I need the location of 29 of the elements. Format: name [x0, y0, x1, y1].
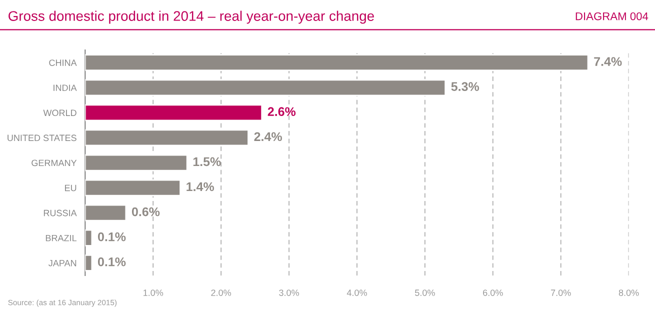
x-tick-label: 6.0%	[483, 290, 503, 296]
y-tick-label: WORLD	[43, 110, 76, 116]
data-label: 5.3%	[451, 82, 480, 92]
y-tick-label: JAPAN	[48, 260, 76, 266]
x-tick-label: 1.0%	[144, 290, 164, 296]
x-tick-label: 7.0%	[551, 290, 571, 296]
data-label: 7.4%	[594, 57, 622, 66]
y-tick-label: RUSSIA	[44, 210, 77, 216]
data-label: 2.6%	[268, 107, 296, 116]
bar	[85, 104, 263, 122]
x-tick-label: 2.0%	[211, 290, 232, 296]
y-tick-label: INDIA	[54, 84, 77, 91]
data-label: 0.1%	[98, 232, 126, 242]
x-tick-label: 3.0%	[279, 290, 299, 296]
y-tick-label: UNITED STATES	[8, 134, 76, 142]
y-tick-label: BRAZIL	[46, 234, 77, 242]
data-label: 0.1%	[98, 257, 126, 266]
x-tick-label: 8.0%	[618, 290, 639, 296]
y-tick-label: EU	[65, 184, 76, 192]
data-label: 1.5%	[193, 157, 221, 166]
y-tick-label: GERMANY	[32, 160, 77, 166]
data-label: 0.6%	[132, 207, 160, 216]
chart-title: Gross domestic product in 2014 – real year-on-year change	[8, 10, 374, 24]
data-label: 2.4%	[254, 132, 282, 142]
y-tick-label: CHINA	[49, 60, 77, 66]
data-label: 1.4%	[186, 182, 214, 192]
x-tick-label: 4.0%	[346, 290, 367, 296]
chart-subtitle: DIAGRAM 004	[576, 12, 648, 20]
x-tick-label: 5.0%	[415, 290, 435, 296]
